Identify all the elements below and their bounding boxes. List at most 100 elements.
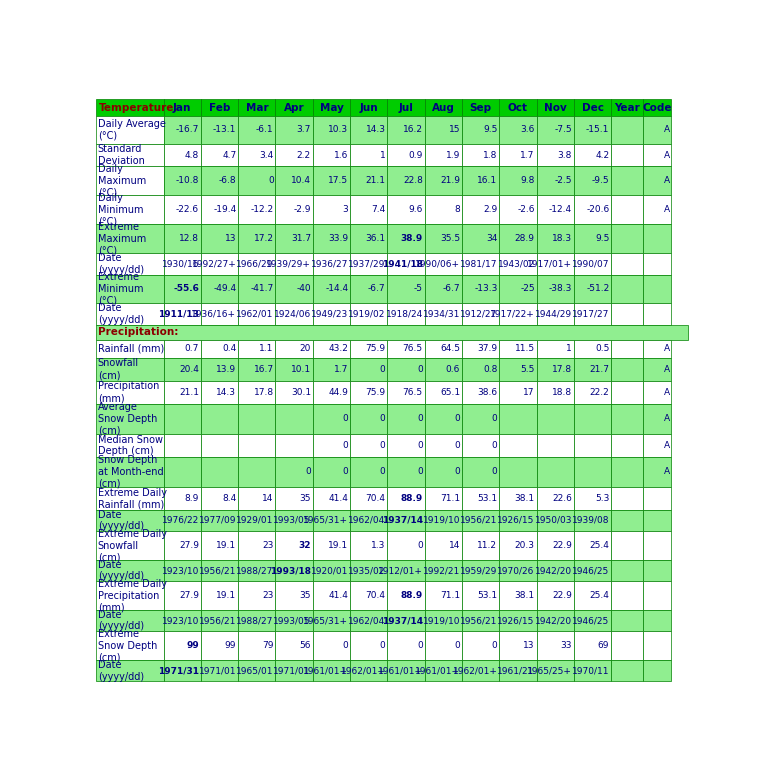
- Bar: [500, 116, 536, 143]
- Bar: [238, 340, 276, 358]
- Bar: [611, 224, 643, 253]
- Bar: [312, 224, 350, 253]
- Bar: [96, 510, 163, 531]
- Text: 38.1: 38.1: [515, 494, 535, 503]
- Bar: [462, 610, 500, 631]
- Text: 17.2: 17.2: [254, 234, 274, 243]
- Text: 1993/18: 1993/18: [270, 566, 311, 575]
- Text: 8.9: 8.9: [185, 494, 199, 503]
- Bar: [201, 358, 238, 381]
- Bar: [611, 358, 643, 381]
- Bar: [611, 100, 643, 116]
- Bar: [163, 116, 201, 143]
- Text: A: A: [663, 125, 669, 135]
- Text: 75.9: 75.9: [365, 388, 386, 397]
- Bar: [425, 224, 462, 253]
- Bar: [238, 610, 276, 631]
- Bar: [238, 167, 276, 196]
- Text: Nov: Nov: [544, 103, 567, 113]
- Text: 1923/10: 1923/10: [162, 566, 199, 575]
- Bar: [387, 531, 425, 560]
- Text: -19.4: -19.4: [213, 206, 236, 214]
- Bar: [425, 610, 462, 631]
- Text: 27.9: 27.9: [179, 591, 199, 600]
- Text: 1: 1: [380, 150, 386, 160]
- Bar: [611, 610, 643, 631]
- Bar: [462, 196, 500, 224]
- Bar: [500, 660, 536, 682]
- Bar: [350, 116, 387, 143]
- Text: 75.9: 75.9: [365, 344, 386, 353]
- Text: -51.2: -51.2: [586, 284, 610, 294]
- Text: 1956/21: 1956/21: [199, 616, 236, 626]
- Bar: [574, 304, 611, 325]
- Text: -2.9: -2.9: [293, 206, 311, 214]
- Text: Extreme
Maximum
(°C): Extreme Maximum (°C): [98, 222, 146, 256]
- Text: 1942/20: 1942/20: [535, 616, 572, 626]
- Bar: [643, 381, 671, 404]
- Text: -6.7: -6.7: [368, 284, 386, 294]
- Text: Sep: Sep: [470, 103, 492, 113]
- Bar: [500, 100, 536, 116]
- Text: 10.3: 10.3: [328, 125, 348, 135]
- Text: 0.8: 0.8: [483, 365, 497, 374]
- Text: 0.4: 0.4: [222, 344, 236, 353]
- Bar: [500, 381, 536, 404]
- Text: 12.8: 12.8: [179, 234, 199, 243]
- Text: 38.1: 38.1: [515, 591, 535, 600]
- Bar: [96, 100, 163, 116]
- Text: 1911/13: 1911/13: [158, 309, 199, 319]
- Text: -7.5: -7.5: [555, 125, 572, 135]
- Text: Date
(yyyy/dd): Date (yyyy/dd): [98, 509, 144, 531]
- Text: 1977/09: 1977/09: [199, 516, 236, 525]
- Bar: [350, 274, 387, 304]
- Bar: [500, 581, 536, 610]
- Text: 1917/01+: 1917/01+: [527, 259, 572, 269]
- Text: 1926/15: 1926/15: [497, 516, 535, 525]
- Bar: [96, 560, 163, 581]
- Bar: [643, 531, 671, 560]
- Bar: [643, 358, 671, 381]
- Bar: [536, 610, 574, 631]
- Bar: [350, 100, 387, 116]
- Text: 71.1: 71.1: [440, 591, 460, 600]
- Text: 13: 13: [523, 641, 535, 650]
- Text: Snowfall
(cm): Snowfall (cm): [98, 358, 139, 380]
- Text: Snow Depth
at Month-end
(cm): Snow Depth at Month-end (cm): [98, 455, 163, 488]
- Text: 3.6: 3.6: [520, 125, 535, 135]
- Bar: [643, 581, 671, 610]
- Bar: [500, 274, 536, 304]
- Text: 22.9: 22.9: [552, 541, 572, 550]
- Text: 21.7: 21.7: [589, 365, 610, 374]
- Bar: [201, 143, 238, 167]
- Text: 20.4: 20.4: [179, 365, 199, 374]
- Text: 22.8: 22.8: [403, 177, 422, 185]
- Text: 1930/16: 1930/16: [161, 259, 199, 269]
- Bar: [536, 631, 574, 660]
- Text: 1920/01: 1920/01: [311, 566, 348, 575]
- Text: 0: 0: [380, 441, 386, 449]
- Text: -15.1: -15.1: [586, 125, 610, 135]
- Text: 1961/01+: 1961/01+: [303, 666, 348, 675]
- Bar: [425, 660, 462, 682]
- Text: Jan: Jan: [173, 103, 192, 113]
- Bar: [611, 487, 643, 510]
- Bar: [500, 510, 536, 531]
- Bar: [574, 631, 611, 660]
- Bar: [536, 381, 574, 404]
- Bar: [425, 381, 462, 404]
- Bar: [201, 610, 238, 631]
- Text: 25.4: 25.4: [590, 541, 610, 550]
- Bar: [462, 224, 500, 253]
- Bar: [350, 196, 387, 224]
- Text: 1965/31+: 1965/31+: [303, 616, 348, 626]
- Text: 0: 0: [492, 441, 497, 449]
- Text: 1965/25+: 1965/25+: [527, 666, 572, 675]
- Text: 3.7: 3.7: [296, 125, 311, 135]
- Text: 13.9: 13.9: [216, 365, 236, 374]
- Bar: [201, 631, 238, 660]
- Bar: [536, 224, 574, 253]
- Bar: [611, 381, 643, 404]
- Text: 99: 99: [225, 641, 236, 650]
- Text: 0: 0: [380, 467, 386, 477]
